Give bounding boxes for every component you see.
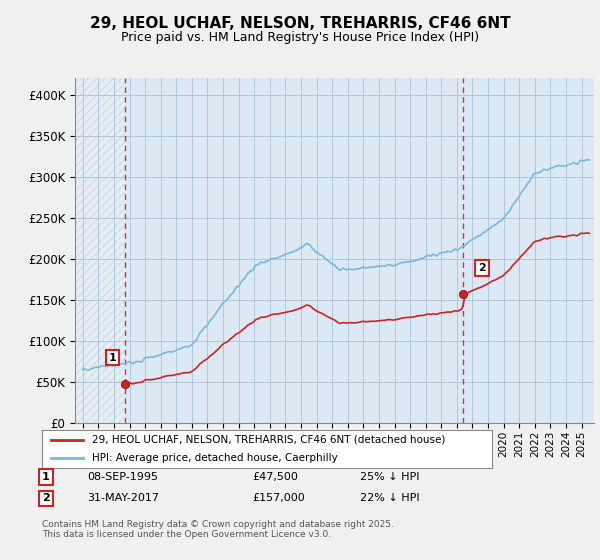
Text: 25% ↓ HPI: 25% ↓ HPI bbox=[360, 472, 419, 482]
Text: 29, HEOL UCHAF, NELSON, TREHARRIS, CF46 6NT: 29, HEOL UCHAF, NELSON, TREHARRIS, CF46 … bbox=[89, 16, 511, 31]
Text: £157,000: £157,000 bbox=[252, 493, 305, 503]
Text: 08-SEP-1995: 08-SEP-1995 bbox=[87, 472, 158, 482]
Text: Price paid vs. HM Land Registry's House Price Index (HPI): Price paid vs. HM Land Registry's House … bbox=[121, 31, 479, 44]
Text: 29, HEOL UCHAF, NELSON, TREHARRIS, CF46 6NT (detached house): 29, HEOL UCHAF, NELSON, TREHARRIS, CF46 … bbox=[92, 435, 445, 445]
Text: Contains HM Land Registry data © Crown copyright and database right 2025.
This d: Contains HM Land Registry data © Crown c… bbox=[42, 520, 394, 539]
Text: 2: 2 bbox=[42, 493, 50, 503]
Text: 1: 1 bbox=[42, 472, 50, 482]
Text: 1: 1 bbox=[109, 353, 116, 363]
Text: HPI: Average price, detached house, Caerphilly: HPI: Average price, detached house, Caer… bbox=[92, 453, 337, 463]
Text: 2: 2 bbox=[478, 263, 486, 273]
Text: £47,500: £47,500 bbox=[252, 472, 298, 482]
Text: 22% ↓ HPI: 22% ↓ HPI bbox=[360, 493, 419, 503]
Text: 31-MAY-2017: 31-MAY-2017 bbox=[87, 493, 159, 503]
